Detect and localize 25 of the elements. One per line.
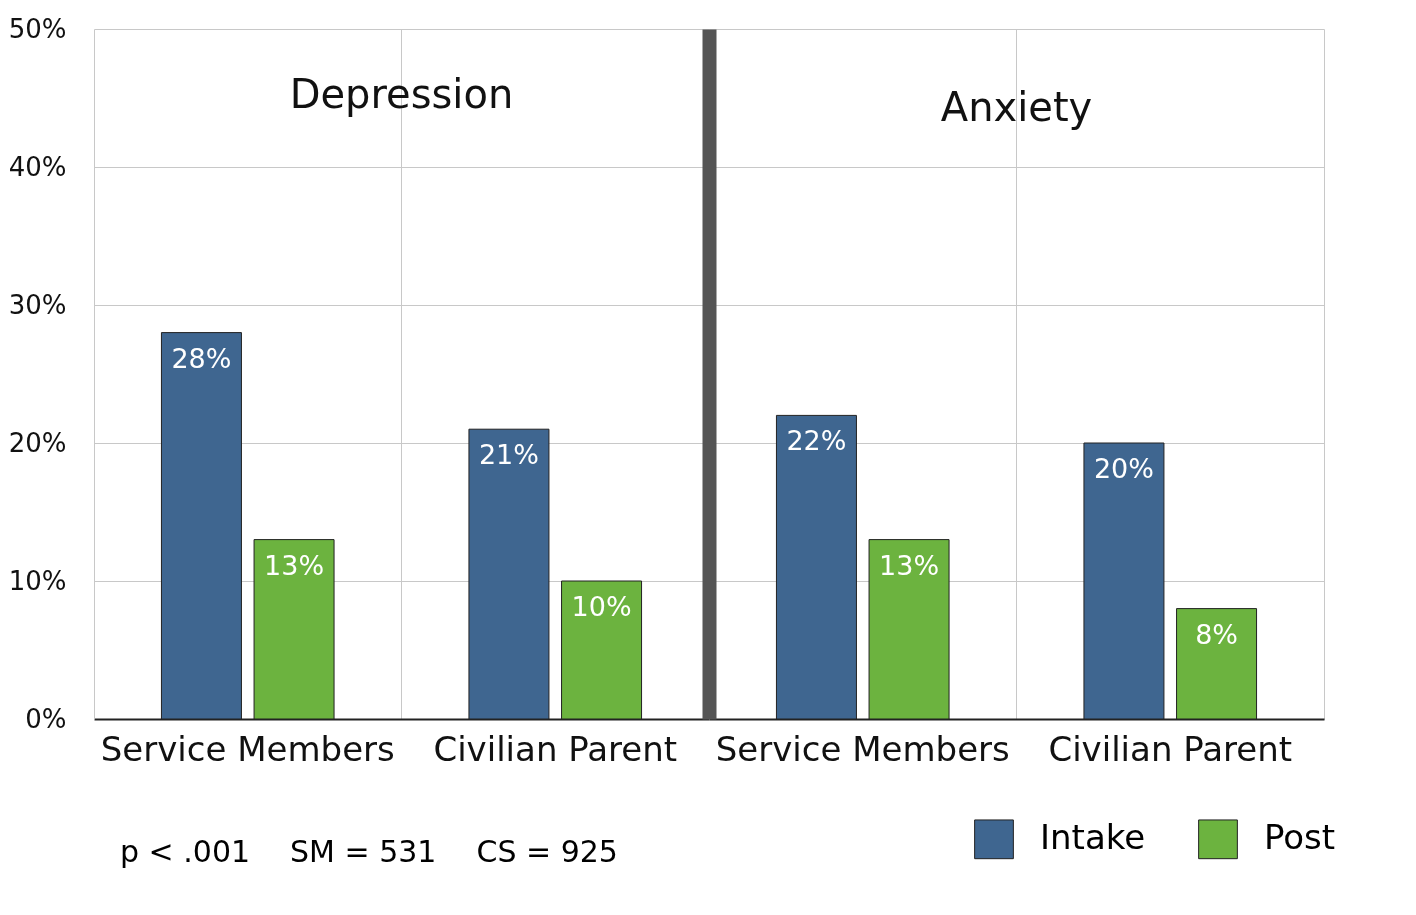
y-tick-label: 0%	[25, 703, 67, 734]
legend-label: Intake	[1040, 817, 1146, 858]
data-label: 28%	[171, 342, 232, 374]
x-tick-label: Civilian Parent	[433, 728, 678, 769]
y-tick-label: 30%	[8, 289, 67, 320]
y-tick-label: 50%	[8, 13, 67, 44]
x-tick-label: Civilian Parent	[1048, 728, 1293, 769]
x-tick-label: Service Members	[100, 728, 395, 769]
text: SM = 531	[290, 834, 437, 869]
text: CS = 925	[476, 834, 618, 869]
data-label: 13%	[879, 549, 940, 581]
y-tick-label: 40%	[8, 151, 67, 182]
data-label: 10%	[571, 591, 632, 622]
y-tick-label: 20%	[8, 427, 67, 458]
data-label: 20%	[1093, 453, 1154, 484]
data-label: 21%	[478, 439, 539, 471]
legend-label: Post	[1264, 817, 1336, 858]
text: p < .001	[120, 834, 251, 869]
y-tick-label: 10%	[8, 565, 67, 596]
text: Depression	[289, 71, 514, 117]
x-tick-label: Service Members	[715, 728, 1010, 769]
text: Anxiety	[940, 84, 1093, 130]
data-label: 22%	[786, 425, 847, 457]
data-label: 13%	[264, 549, 325, 581]
data-label: 8%	[1195, 618, 1238, 650]
